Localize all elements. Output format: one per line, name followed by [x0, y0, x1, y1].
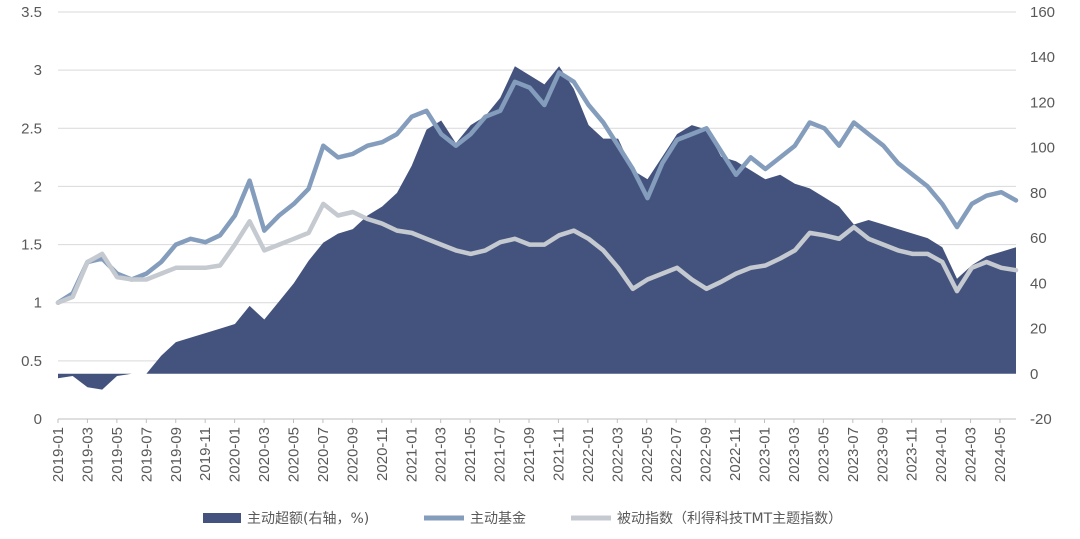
x-tick-label: 2019-01 [50, 427, 67, 482]
y-right-tick-label: 20 [1030, 321, 1047, 338]
y-right-tick-label: 0 [1030, 366, 1038, 383]
x-tick-label: 2022-05 [639, 427, 656, 482]
x-tick-label: 2020-07 [315, 427, 332, 482]
x-tick-label: 2020-09 [344, 427, 361, 482]
y-right-tick-label: 40 [1030, 275, 1047, 292]
y-left-tick-label: 0.5 [21, 353, 42, 370]
series-area-active-excess [58, 66, 1016, 390]
x-tick-label: 2019-05 [109, 427, 126, 482]
x-tick-label: 2022-11 [727, 427, 744, 481]
legend: 主动超额(右轴，%) 主动基金 被动指数（利得科技TMT主题指数） [203, 510, 842, 527]
x-tick-label: 2020-03 [256, 427, 273, 482]
legend-label-active-excess: 主动超额(右轴，%) [247, 511, 369, 527]
y-left-tick-label: 0 [34, 411, 42, 428]
y-right-tick-label: 100 [1030, 140, 1055, 157]
x-tick-label: 2019-07 [138, 427, 155, 482]
x-tick-label: 2019-11 [197, 427, 214, 481]
x-tick-label: 2023-09 [874, 427, 891, 482]
series-line-passive-index [55, 201, 1019, 305]
legend-label-active-fund: 主动基金 [470, 510, 526, 527]
x-tick-label: 2021-03 [433, 427, 450, 482]
legend-swatch-active-excess [203, 513, 241, 523]
x-tick-label: 2019-03 [79, 427, 96, 482]
y-left-tick-label: 3.5 [21, 4, 42, 21]
axes: 0 0.5 1 1.5 2 2.5 3 3.5 -20 0 20 40 60 80 100 120 140 160… [21, 4, 1055, 482]
x-tick-label: 2024-03 [963, 427, 980, 482]
y-right-tick-label: 160 [1030, 4, 1055, 21]
y-left-tick-label: 3 [34, 62, 42, 79]
area-series-layer [58, 66, 1016, 390]
x-tick-label: 2021-05 [462, 427, 479, 482]
x-tick-label: 2024-01 [933, 427, 950, 482]
x-tick-label: 2022-01 [580, 427, 597, 482]
x-tick-label: 2020-11 [374, 427, 391, 481]
y-right-tick-label: 60 [1030, 230, 1047, 247]
line-series-layer [55, 70, 1019, 305]
y-left-tick-label: 1.5 [21, 237, 42, 254]
x-tick-label: 2020-05 [286, 427, 303, 482]
legend-label-passive-index: 被动指数（利得科技TMT主题指数） [617, 510, 842, 527]
x-tick-label: 2022-03 [609, 427, 626, 482]
x-tick-label: 2021-07 [492, 427, 509, 482]
x-tick-label: 2021-09 [521, 427, 538, 482]
x-tick-label: 2023-03 [786, 427, 803, 482]
series-line-active-fund [55, 70, 1019, 305]
y-left-tick-label: 1 [34, 295, 42, 312]
x-tick-label: 2022-09 [698, 427, 715, 482]
x-tick-label: 2023-05 [815, 427, 832, 482]
x-tick-label: 2022-07 [668, 427, 685, 482]
x-tick-label: 2023-11 [904, 427, 921, 481]
x-tick-label: 2021-11 [550, 427, 567, 481]
y-right-tick-label: -20 [1030, 411, 1052, 428]
y-left-tick-label: 2 [34, 178, 42, 195]
x-tick-label: 2023-01 [757, 427, 774, 482]
y-right-tick-label: 80 [1030, 185, 1047, 202]
x-tick-label: 2020-01 [227, 427, 244, 482]
x-tick-label: 2019-09 [168, 427, 185, 482]
x-tick-label: 2023-07 [845, 427, 862, 482]
y-right-tick-label: 140 [1030, 49, 1055, 66]
y-right-tick-label: 120 [1030, 94, 1055, 111]
x-tick-label: 2024-05 [992, 427, 1009, 482]
x-tick-label: 2021-01 [403, 427, 420, 482]
y-left-tick-label: 2.5 [21, 120, 42, 137]
